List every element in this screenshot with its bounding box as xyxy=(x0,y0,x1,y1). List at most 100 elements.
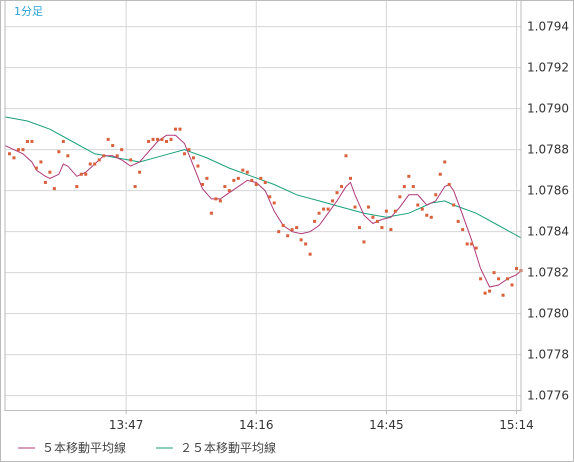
plot-background xyxy=(5,0,521,410)
price-point xyxy=(456,219,460,223)
price-point xyxy=(483,291,487,295)
x-tick-label: 14:16 xyxy=(239,418,274,432)
price-point xyxy=(479,277,483,281)
y-tick-label: 1.0776 xyxy=(527,389,569,403)
price-point xyxy=(474,246,478,250)
price-point xyxy=(205,176,209,180)
price-point xyxy=(295,226,299,230)
price-point xyxy=(147,139,151,143)
price-point xyxy=(21,148,25,152)
price-point xyxy=(156,137,160,141)
price-point xyxy=(299,238,303,242)
price-point xyxy=(317,211,321,215)
series-layer xyxy=(4,116,523,297)
price-point xyxy=(411,185,415,189)
y-tick-label: 1.0780 xyxy=(527,307,569,321)
y-tick-label: 1.0788 xyxy=(527,143,569,157)
price-point xyxy=(331,199,335,203)
price-point xyxy=(348,176,352,180)
price-point xyxy=(488,289,492,293)
price-point xyxy=(48,170,52,174)
price-point xyxy=(501,293,505,297)
price-point xyxy=(218,199,222,203)
price-point xyxy=(182,152,186,156)
price-point xyxy=(106,137,110,141)
price-point xyxy=(115,154,119,158)
price-point xyxy=(66,154,70,158)
price-point xyxy=(497,277,501,281)
price-point xyxy=(393,209,397,213)
price-point xyxy=(39,160,43,164)
price-point xyxy=(178,127,182,131)
price-point xyxy=(326,207,330,211)
price-point xyxy=(160,137,164,141)
price-point xyxy=(286,234,290,238)
price-point xyxy=(277,230,281,234)
price-point xyxy=(510,283,514,287)
price-point xyxy=(34,166,38,170)
price-point xyxy=(461,228,465,232)
price-point xyxy=(79,172,83,176)
price-point xyxy=(335,191,339,195)
price-point xyxy=(43,180,47,184)
price-point xyxy=(174,127,178,131)
price-point xyxy=(281,224,285,227)
price-point xyxy=(25,139,29,143)
legend: ５本移動平均線 ２５本移動平均線 xyxy=(18,440,276,455)
price-point xyxy=(241,168,245,172)
price-point xyxy=(236,176,240,180)
price-point xyxy=(438,172,442,176)
price-point xyxy=(169,137,173,141)
price-point xyxy=(340,185,344,189)
y-tick-label: 1.0778 xyxy=(527,348,569,362)
price-point xyxy=(151,137,155,141)
price-point xyxy=(88,162,92,166)
price-point xyxy=(420,207,424,211)
price-point xyxy=(97,158,101,162)
price-point xyxy=(52,187,56,191)
y-tick-label: 1.0784 xyxy=(527,225,569,239)
price-point xyxy=(129,158,133,162)
price-point xyxy=(12,156,16,160)
price-point xyxy=(308,252,312,256)
price-point xyxy=(165,139,169,143)
y-tick-label: 1.0786 xyxy=(527,184,569,198)
price-point xyxy=(30,139,34,143)
price-point xyxy=(398,195,402,199)
price-point xyxy=(313,219,317,223)
price-point xyxy=(506,277,510,281)
price-point xyxy=(357,226,361,230)
price-point xyxy=(492,271,496,275)
price-point xyxy=(443,160,447,164)
price-point xyxy=(227,189,231,193)
price-point xyxy=(344,154,348,158)
price-point xyxy=(429,215,433,219)
y-tick-label: 1.0794 xyxy=(527,20,569,34)
price-point xyxy=(200,183,204,186)
price-point xyxy=(16,148,20,152)
price-point xyxy=(250,178,254,182)
price-point xyxy=(102,154,106,158)
price-point xyxy=(61,139,65,143)
price-point xyxy=(223,185,227,189)
x-tick-label: 13:47 xyxy=(109,418,144,432)
price-point xyxy=(209,211,213,215)
price-point xyxy=(84,172,88,176)
price-point xyxy=(425,213,429,217)
price-point xyxy=(187,148,191,152)
price-point xyxy=(470,242,474,246)
price-point xyxy=(93,162,97,166)
price-point xyxy=(232,178,236,182)
price-point xyxy=(57,150,61,154)
legend-ma5-label: ５本移動平均線 xyxy=(42,440,126,455)
price-point xyxy=(133,185,137,189)
price-point xyxy=(375,219,379,223)
price-point xyxy=(407,174,411,178)
x-tick-label: 14:45 xyxy=(369,418,404,432)
price-point xyxy=(120,148,124,152)
ma25-line xyxy=(4,116,522,239)
period-label: 1分足 xyxy=(14,5,43,18)
price-point xyxy=(371,215,375,219)
price-point xyxy=(290,228,294,232)
